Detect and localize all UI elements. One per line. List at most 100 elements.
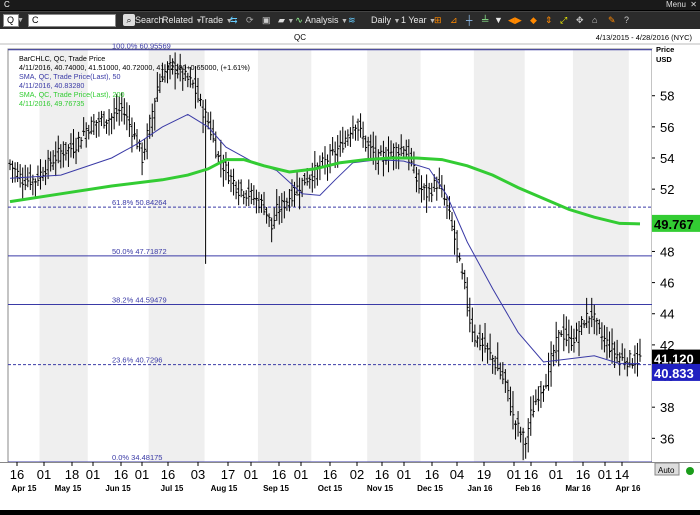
folder-icon[interactable]: ▰ ▼ — [278, 15, 295, 25]
auto-scale-label: Auto — [658, 466, 675, 475]
x-day-label: 01 — [294, 467, 308, 482]
x-month-label: May 15 — [55, 484, 82, 493]
related-menu[interactable]: Related ▼ — [162, 15, 203, 25]
trade-label: Trade — [200, 15, 224, 25]
price-axis-label: Price — [656, 45, 674, 54]
link-icon[interactable]: ⇆ — [230, 15, 238, 25]
draw-dropdown-icon[interactable]: ▼ — [494, 15, 503, 25]
move-icon[interactable]: ✥ — [576, 15, 584, 25]
symbol-type-dropdown-icon[interactable]: ▼ — [17, 17, 24, 24]
x-month-label: Feb 16 — [515, 484, 541, 493]
analysis-label: Analysis — [305, 15, 339, 25]
legend-line: SMA, QC, Trade Price(Last), 200 — [19, 90, 124, 99]
x-month-label: Jan 16 — [468, 484, 493, 493]
auto-scale-button — [654, 462, 680, 476]
x-day-label: 16 — [524, 467, 538, 482]
x-day-label: 01 — [244, 467, 258, 482]
x-day-label: 18 — [65, 467, 79, 482]
range-menu[interactable]: 1 Year ▼ — [401, 15, 436, 25]
settings-icon[interactable]: ✎ — [608, 15, 616, 25]
x-month-label: Jun 15 — [105, 484, 131, 493]
last-price-badge: 41.120 — [654, 352, 694, 367]
x-month-label: Apr 15 — [12, 484, 37, 493]
scale-icon[interactable]: ⇕ — [545, 15, 553, 25]
analysis-icon: ∿ — [295, 15, 303, 25]
legend-line: 4/11/2016, 40.74000, 41.51000, 40.72000,… — [19, 63, 250, 72]
menu-button[interactable]: Menu — [665, 0, 686, 9]
draw-icon[interactable]: ╧ — [482, 15, 489, 25]
x-month-label: Apr 16 — [616, 484, 641, 493]
x-day-label: 01 — [135, 467, 149, 482]
x-day-label: 03 — [191, 467, 205, 482]
y-tick-label: 54 — [660, 151, 674, 166]
refresh-icon[interactable]: ⟳ — [246, 15, 254, 25]
legend-line: 4/11/2016, 40.83280 — [19, 81, 84, 90]
currency-label: USD — [656, 55, 672, 64]
chart-area[interactable]: QC 4/13/2015 - 4/28/2016 (NYC) Price USD 36 3… — [0, 29, 700, 510]
legend-line: SMA, QC, Trade Price(Last), 50 — [19, 72, 120, 81]
price-axis-bg — [652, 49, 700, 462]
fib-label: 100.0% 60.95569 — [112, 42, 171, 51]
period-label: Daily — [371, 15, 392, 25]
range-label: 1 Year — [401, 15, 427, 25]
search-icon: ⌕ — [123, 14, 135, 26]
x-day-label: 16 — [272, 467, 286, 482]
x-day-label: 16 — [161, 467, 175, 482]
chart-date-range: 4/13/2015 - 4/28/2016 (NYC) — [596, 33, 693, 42]
study-icon[interactable]: ≋ — [348, 15, 356, 25]
x-day-label: 04 — [450, 467, 464, 482]
print-icon[interactable]: ▣ — [262, 15, 271, 25]
fib-label: 0.0% 34.48175 — [112, 453, 162, 462]
chart-type-icon[interactable]: ⊞ — [434, 15, 442, 25]
search-label: Search — [135, 15, 164, 25]
sma50-badge: 40.833 — [654, 366, 694, 381]
search-button[interactable]: ⌕ Search — [123, 14, 164, 27]
sma-50-line — [9, 113, 640, 365]
expand-icon[interactable]: ⤢ — [560, 15, 568, 25]
x-day-label: 01 — [549, 467, 563, 482]
x-day-label: 19 — [477, 467, 491, 482]
x-axis-bg — [0, 462, 700, 510]
x-day-label: 01 — [598, 467, 612, 482]
related-label: Related — [162, 15, 194, 25]
x-month-label: Aug 15 — [211, 484, 238, 493]
sma200-badge-bg — [652, 214, 700, 232]
chart-symbol: QC — [294, 33, 306, 42]
legend-line: 4/11/2016, 49.76735 — [19, 99, 84, 108]
y-tick-label: 58 — [660, 89, 674, 104]
analysis-menu[interactable]: ∿ Analysis ▼ — [293, 14, 348, 27]
symbol-type-field[interactable]: Q — [3, 14, 19, 27]
x-day-label: 01 — [86, 467, 100, 482]
x-day-label: 16 — [375, 467, 389, 482]
x-month-label: Sep 15 — [263, 484, 289, 493]
x-month-label: Dec 15 — [417, 484, 443, 493]
zoom-icon[interactable]: ◆ — [530, 15, 537, 25]
close-icon[interactable]: ✕ — [690, 0, 697, 9]
trade-menu[interactable]: Trade ▼ — [200, 15, 233, 25]
x-day-label: 02 — [350, 467, 364, 482]
y-tick-label: 48 — [660, 244, 674, 259]
y-tick-label: 52 — [660, 182, 674, 197]
scroll-left-icon[interactable]: ◀▶ — [508, 15, 522, 25]
window-title: C — [4, 0, 10, 9]
status-indicator-icon — [686, 467, 694, 475]
crosshair-icon[interactable]: ┼ — [466, 15, 473, 25]
x-month-label: Oct 15 — [318, 484, 343, 493]
x-day-label: 16 — [425, 467, 439, 482]
line-chart-icon[interactable]: ⊿ — [450, 15, 458, 25]
x-day-label: 16 — [576, 467, 590, 482]
legend-line: BarCHLC, QC, Trade Price — [19, 54, 105, 63]
x-month-label: Jul 15 — [161, 484, 184, 493]
fib-label: 23.6% 40.7296 — [112, 356, 162, 365]
help-icon[interactable]: ? — [624, 15, 630, 25]
toolbar: Q ▼ C ⌕ Search Related ▼ Trade ▼ ⇆ ⟳ ▣ ▰ … — [0, 11, 700, 30]
symbol-input[interactable]: C — [28, 14, 116, 27]
lock-icon[interactable]: ⌂ — [592, 15, 598, 25]
period-menu[interactable]: Daily ▼ — [371, 15, 401, 25]
x-day-label: 17 — [221, 467, 235, 482]
sma200-badge: 49.767 — [654, 217, 694, 232]
x-day-label: 16 — [10, 467, 24, 482]
y-tick-label: 44 — [660, 307, 674, 322]
